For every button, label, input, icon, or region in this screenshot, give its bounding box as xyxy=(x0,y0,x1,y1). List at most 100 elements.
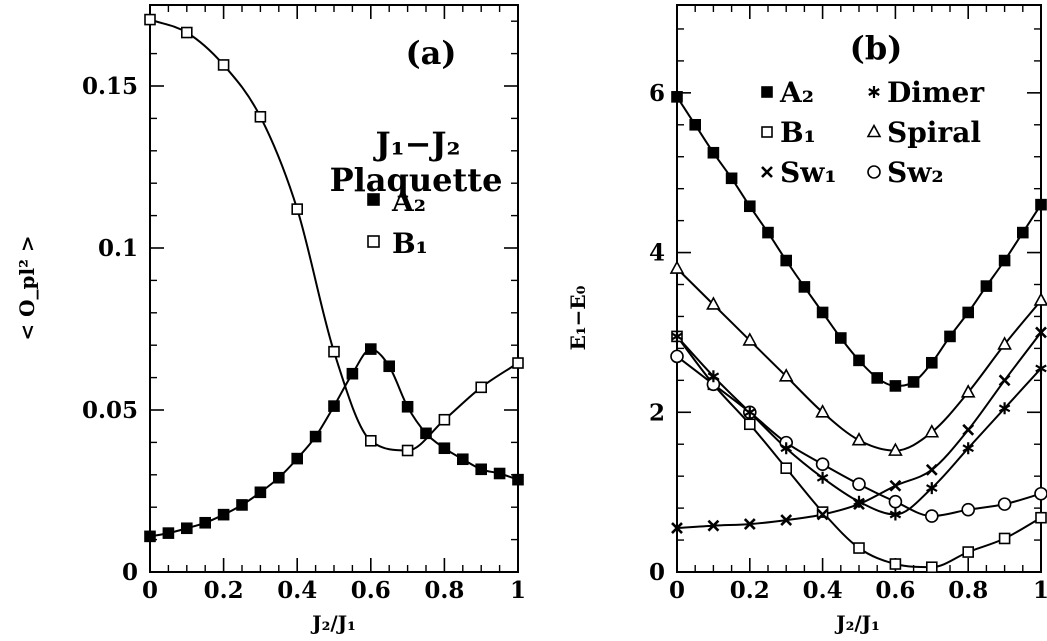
data-point-a2 xyxy=(907,376,920,388)
data-point-spiral xyxy=(924,424,940,438)
data-point-dimer xyxy=(780,442,792,455)
data-point-a2 xyxy=(871,372,884,384)
data-point-a2 xyxy=(707,146,720,159)
data-point-a2 xyxy=(925,356,938,369)
y-tick-label: 2 xyxy=(649,399,665,426)
data-point-a2 xyxy=(725,172,738,185)
panel-b-tick-labels: 0 0.2 0.4 0.6 0.8 1 0 2 4 6 xyxy=(649,80,1047,604)
data-point-sw1 xyxy=(889,479,902,492)
data-point-a2 xyxy=(217,508,230,521)
legend-b-label-Sw1: Sw₁ xyxy=(780,156,837,189)
x-tick-label: 0.2 xyxy=(204,577,244,604)
data-point-b1 xyxy=(998,532,1011,545)
data-point-sw2 xyxy=(1034,486,1047,501)
data-point-sw2 xyxy=(815,457,830,471)
data-point-b1 xyxy=(1035,511,1047,524)
data-point-a2 xyxy=(762,226,774,239)
data-point-a2 xyxy=(834,332,847,344)
data-point-a2 xyxy=(998,254,1011,267)
data-point-a2 xyxy=(456,453,469,466)
legend-b-label-Dimer: Dimer xyxy=(887,76,985,109)
data-point-spiral xyxy=(851,432,867,446)
data-point-a2 xyxy=(475,463,488,476)
data-point-b1 xyxy=(144,13,156,26)
data-point-spiral xyxy=(706,296,721,310)
legend-a-label-A2: A₂ xyxy=(391,185,426,218)
data-point-a2 xyxy=(944,330,956,343)
data-point-b1 xyxy=(925,561,938,574)
data-point-spiral xyxy=(778,368,794,382)
legend-b-marker-sw1 xyxy=(761,166,773,178)
data-point-a2 xyxy=(162,527,175,539)
data-point-b1 xyxy=(512,357,524,369)
data-point-a2 xyxy=(328,400,340,412)
data-point-a2 xyxy=(236,499,248,511)
data-point-a2 xyxy=(1035,198,1047,211)
legend-b-label-Spiral: Spiral xyxy=(887,116,981,149)
data-point-spiral xyxy=(888,442,903,456)
data-point-b1 xyxy=(816,506,829,518)
legend-b-marker-dimer xyxy=(868,86,880,98)
y-tick-label: 4 xyxy=(649,240,665,267)
panel-a-tick-labels: 0 0.2 0.4 0.6 0.8 1 0 0.05 0.1 0.15 xyxy=(82,73,526,604)
legend-b-marker-a2 xyxy=(761,86,773,98)
series-line-a2 xyxy=(676,96,1042,387)
data-point-spiral xyxy=(669,260,685,274)
data-point-a2 xyxy=(438,442,451,455)
data-point-sw1 xyxy=(707,519,720,532)
y-tick-label: 0 xyxy=(649,559,665,586)
data-point-sw2 xyxy=(961,502,976,517)
legend-b-marker-sw2 xyxy=(867,165,881,179)
x-tick-label: 0.4 xyxy=(803,577,843,604)
data-point-sw2 xyxy=(670,349,684,364)
panel-a-annotation-plaquette: Plaquette xyxy=(330,161,503,199)
data-point-a2 xyxy=(889,380,902,392)
data-point-a2 xyxy=(291,452,304,465)
data-point-a2 xyxy=(420,427,432,440)
panel-a: 0 0.2 0.4 0.6 0.8 1 0 0.05 0.1 0.15 (a) J₁−J₂ Pla… xyxy=(15,4,526,635)
legend-a-marker-A2 xyxy=(367,193,380,206)
panel-b: 0 0.2 0.4 0.6 0.8 1 0 2 4 6 (b) A₂ B₁ Sw₁ Dimer S… xyxy=(566,4,1047,635)
data-point-b1 xyxy=(254,110,267,123)
data-point-b1 xyxy=(475,381,488,394)
data-point-spiral xyxy=(997,336,1012,350)
panel-b-legend: A₂ B₁ Sw₁ Dimer Spiral Sw₂ xyxy=(761,76,985,189)
data-point-a2 xyxy=(383,360,396,373)
x-tick-label: 0.4 xyxy=(277,577,317,604)
data-point-a2 xyxy=(401,400,414,413)
data-point-dimer xyxy=(853,495,865,508)
panel-a-label: (a) xyxy=(405,34,456,72)
x-tick-label: 0.8 xyxy=(424,577,464,604)
panel-a-ticks xyxy=(149,5,519,573)
data-point-spiral xyxy=(815,404,830,418)
data-point-spiral xyxy=(1033,292,1047,306)
data-point-spiral xyxy=(742,332,758,346)
data-point-dimer xyxy=(889,508,902,521)
data-point-sw1 xyxy=(743,518,756,531)
data-point-a2 xyxy=(272,471,285,484)
y-tick-label: 0.1 xyxy=(98,235,138,262)
legend-b-label-Sw2: Sw₂ xyxy=(887,156,944,189)
data-point-b1 xyxy=(853,542,865,554)
data-point-b1 xyxy=(743,418,756,431)
legend-a-label-B1: B₁ xyxy=(392,227,428,260)
y-tick-label: 6 xyxy=(649,80,665,107)
panel-b-x-axis-label: J₂/J₁ xyxy=(834,611,880,635)
legend-b-label-A2: A₂ xyxy=(779,76,814,109)
data-point-sw2 xyxy=(852,477,866,491)
data-point-a2 xyxy=(309,430,322,443)
legend-b-label-B1: B₁ xyxy=(780,116,816,149)
data-point-b1 xyxy=(962,546,975,558)
data-point-dimer xyxy=(962,442,974,455)
data-point-b1 xyxy=(780,462,793,474)
panel-a-legend: A₂ B₁ xyxy=(367,185,428,260)
x-tick-label: 0 xyxy=(142,577,158,604)
panel-a-frame xyxy=(149,4,519,573)
data-point-b1 xyxy=(438,413,451,426)
data-point-sw1 xyxy=(816,508,829,521)
panel-b-y-axis-label: E₁−E₀ xyxy=(566,285,590,350)
data-point-dimer xyxy=(1035,362,1047,375)
legend-b-marker-spiral xyxy=(866,123,882,138)
y-tick-label: 0.05 xyxy=(82,397,138,424)
x-tick-label: 0.2 xyxy=(730,577,770,604)
